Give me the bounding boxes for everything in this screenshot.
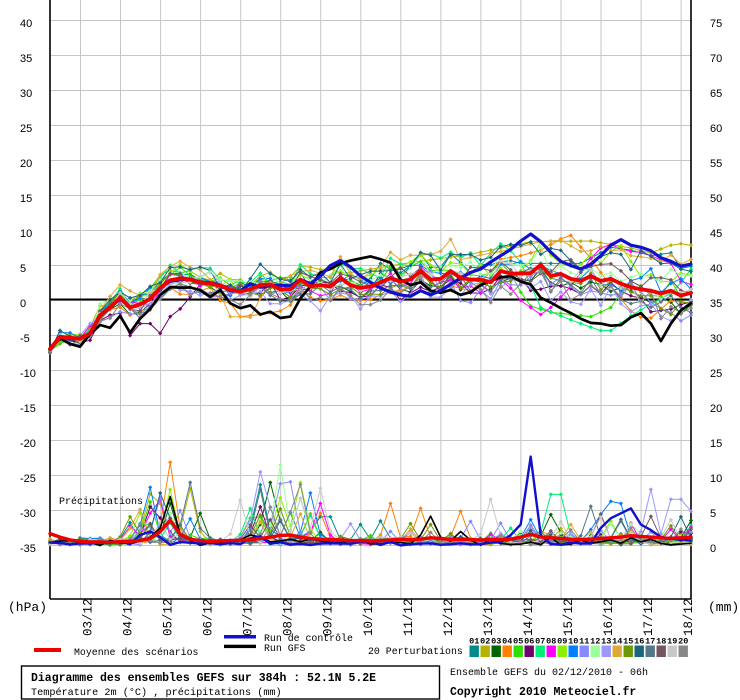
svg-text:25: 25 bbox=[20, 123, 32, 135]
svg-text:07/12: 07/12 bbox=[242, 598, 256, 636]
svg-text:09: 09 bbox=[557, 637, 567, 647]
svg-text:-15: -15 bbox=[20, 403, 36, 415]
svg-text:0: 0 bbox=[710, 543, 716, 555]
svg-text:Diagramme des ensembles GEFS s: Diagramme des ensembles GEFS sur 384h : … bbox=[31, 672, 376, 685]
svg-text:17: 17 bbox=[645, 637, 655, 647]
svg-text:13: 13 bbox=[601, 637, 611, 647]
svg-text:35: 35 bbox=[710, 298, 722, 310]
svg-text:10/12: 10/12 bbox=[362, 598, 376, 636]
svg-text:20: 20 bbox=[678, 637, 688, 647]
svg-text:70: 70 bbox=[710, 53, 722, 65]
svg-text:12/12: 12/12 bbox=[442, 598, 456, 636]
svg-text:04/12: 04/12 bbox=[122, 598, 136, 636]
svg-text:03: 03 bbox=[491, 637, 501, 647]
svg-text:-25: -25 bbox=[20, 473, 36, 485]
svg-text:35: 35 bbox=[20, 53, 32, 65]
svg-text:10: 10 bbox=[710, 473, 722, 485]
svg-text:14: 14 bbox=[612, 637, 622, 647]
svg-text:25: 25 bbox=[710, 368, 722, 380]
svg-text:11: 11 bbox=[579, 637, 589, 647]
svg-text:11/12: 11/12 bbox=[402, 598, 416, 636]
svg-text:Moyenne des scénarios: Moyenne des scénarios bbox=[74, 647, 199, 658]
svg-text:30: 30 bbox=[710, 333, 722, 345]
svg-text:15: 15 bbox=[20, 193, 32, 205]
svg-text:55: 55 bbox=[710, 158, 722, 170]
svg-text:-30: -30 bbox=[20, 508, 36, 520]
svg-text:04: 04 bbox=[502, 637, 512, 647]
svg-text:Température 2m (°C) , précipit: Température 2m (°C) , précipitations (mm… bbox=[31, 687, 282, 699]
svg-text:(mm): (mm) bbox=[708, 600, 739, 615]
svg-text:Ensemble GEFS du 02/12/2010 -: Ensemble GEFS du 02/12/2010 - 06h bbox=[450, 667, 648, 679]
svg-text:07: 07 bbox=[535, 637, 545, 647]
svg-text:Run de contrôle: Run de contrôle bbox=[264, 633, 353, 644]
svg-text:45: 45 bbox=[710, 228, 722, 240]
svg-text:75: 75 bbox=[710, 18, 722, 30]
svg-text:16/12: 16/12 bbox=[602, 598, 616, 636]
svg-text:13/12: 13/12 bbox=[482, 598, 496, 636]
svg-text:-35: -35 bbox=[20, 543, 36, 555]
svg-text:08: 08 bbox=[546, 637, 556, 647]
svg-text:65: 65 bbox=[710, 88, 722, 100]
svg-text:01: 01 bbox=[469, 637, 479, 647]
svg-text:5: 5 bbox=[710, 508, 716, 520]
svg-text:06: 06 bbox=[524, 637, 534, 647]
svg-text:10: 10 bbox=[568, 637, 578, 647]
svg-text:15: 15 bbox=[623, 637, 633, 647]
svg-text:-20: -20 bbox=[20, 438, 36, 450]
svg-text:06/12: 06/12 bbox=[202, 598, 216, 636]
svg-text:50: 50 bbox=[710, 193, 722, 205]
svg-text:20: 20 bbox=[20, 158, 32, 170]
svg-text:60: 60 bbox=[710, 123, 722, 135]
svg-text:05/12: 05/12 bbox=[162, 598, 176, 636]
svg-text:Run GFS: Run GFS bbox=[264, 643, 306, 654]
svg-text:05: 05 bbox=[513, 637, 523, 647]
svg-text:16: 16 bbox=[634, 637, 644, 647]
svg-text:40: 40 bbox=[20, 18, 32, 30]
svg-text:08/12: 08/12 bbox=[282, 598, 296, 636]
svg-text:02: 02 bbox=[480, 637, 490, 647]
svg-text:10: 10 bbox=[20, 228, 32, 240]
svg-text:03/12: 03/12 bbox=[82, 598, 96, 636]
svg-text:19: 19 bbox=[667, 637, 677, 647]
svg-text:14/12: 14/12 bbox=[522, 598, 536, 636]
svg-text:12: 12 bbox=[590, 637, 600, 647]
svg-text:5: 5 bbox=[20, 263, 26, 275]
svg-text:-10: -10 bbox=[20, 368, 36, 380]
svg-text:15/12: 15/12 bbox=[562, 598, 576, 636]
svg-text:Copyright 2010 Meteociel.fr: Copyright 2010 Meteociel.fr bbox=[450, 686, 636, 699]
svg-text:09/12: 09/12 bbox=[322, 598, 336, 636]
svg-text:17/12: 17/12 bbox=[642, 598, 656, 636]
svg-text:(hPa): (hPa) bbox=[8, 600, 47, 615]
svg-text:15: 15 bbox=[710, 438, 722, 450]
svg-text:30: 30 bbox=[20, 88, 32, 100]
svg-text:40: 40 bbox=[710, 263, 722, 275]
svg-text:18/12: 18/12 bbox=[682, 598, 696, 636]
svg-text:0: 0 bbox=[20, 298, 26, 310]
svg-text:-5: -5 bbox=[20, 333, 30, 345]
svg-text:18: 18 bbox=[656, 637, 666, 647]
svg-text:20: 20 bbox=[710, 403, 722, 415]
svg-text:20 Perturbations: 20 Perturbations bbox=[368, 646, 463, 657]
svg-text:Précipitations: Précipitations bbox=[59, 496, 143, 508]
